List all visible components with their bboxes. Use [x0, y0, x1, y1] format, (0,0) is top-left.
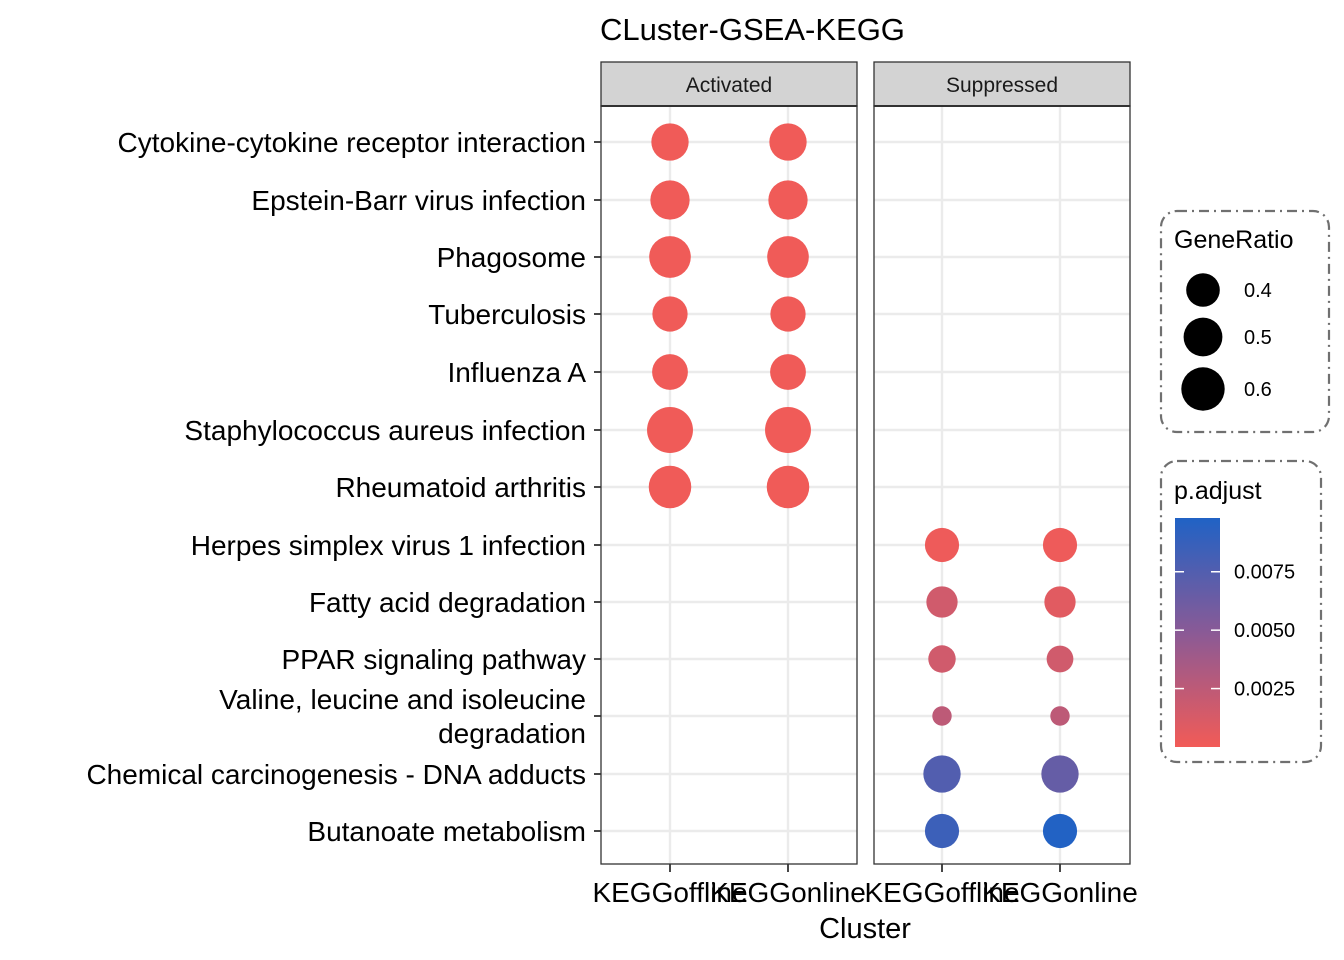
point-keggoffline-fatty-acid-degradation	[926, 586, 958, 618]
y-tick-label: Cytokine-cytokine receptor interaction	[118, 127, 586, 158]
point-keggonline-rheumatoid-arthritis	[766, 465, 810, 509]
point-keggonline-tuberculosis	[770, 296, 806, 332]
y-tick-label: Phagosome	[437, 242, 586, 273]
size-legend-title: GeneRatio	[1174, 226, 1294, 254]
facet-strip-label: Suppressed	[946, 74, 1058, 97]
point-keggoffline-cytokine-cytokine-receptor-interaction	[651, 123, 689, 161]
size-legend: GeneRatio 0.4 0.5 0.6	[1159, 209, 1331, 434]
y-tick-label: PPAR signaling pathway	[281, 644, 586, 675]
size-legend-key	[1186, 273, 1220, 307]
size-legend-key	[1181, 367, 1225, 411]
point-keggonline-ppar-signaling-pathway	[1046, 645, 1074, 673]
point-keggoffline-chemical-carcinogenesis-dna-adducts	[923, 755, 961, 793]
x-axis: KEGGofflineKEGGonlineKEGGofflineKEGGonli…	[592, 864, 1138, 908]
y-axis: Cytokine-cytokine receptor interaction Ep…	[86, 127, 601, 847]
point-keggoffline-staphylococcus-aureus-infection	[647, 407, 693, 453]
y-tick-label: Influenza A	[447, 357, 586, 388]
x-tick-label: KEGGoffline	[592, 877, 747, 908]
x-tick-label: KEGGonline	[982, 877, 1138, 908]
y-tick-label: Herpes simplex virus 1 infection	[191, 530, 586, 561]
point-keggoffline-epstein-barr-virus-infection	[650, 180, 690, 220]
point-keggonline-epstein-barr-virus-infection	[768, 180, 808, 220]
facet-panels: Activated Suppressed	[600, 61, 1131, 865]
size-legend-label: 0.5	[1244, 327, 1272, 349]
panel-border	[873, 105, 1131, 865]
point-keggoffline-ppar-signaling-pathway	[928, 645, 956, 673]
point-keggoffline-phagosome	[649, 236, 691, 278]
point-keggonline-butanoate-metabolism	[1042, 813, 1078, 849]
point-keggonline-chemical-carcinogenesis-dna-adducts	[1041, 755, 1079, 793]
point-keggoffline-valine-leucine-and-isoleucine-degradation	[932, 706, 952, 726]
y-tick-label: Tuberculosis	[428, 299, 586, 330]
point-keggoffline-influenza-a	[652, 354, 688, 390]
point-keggonline-herpes-simplex-virus-1-infection	[1042, 527, 1078, 563]
x-axis-title: Cluster	[819, 913, 911, 945]
size-legend-label: 0.4	[1244, 280, 1272, 302]
facet-strip	[600, 61, 858, 107]
y-tick-label: Rheumatoid arthritis	[335, 472, 586, 503]
color-legend-title: p.adjust	[1174, 477, 1262, 505]
y-tick-label: Chemical carcinogenesis - DNA adducts	[86, 759, 586, 790]
chart-title: CLuster-GSEA-KEGG	[600, 12, 905, 47]
y-tick-label: Butanoate metabolism	[307, 816, 586, 847]
color-legend: p.adjust 0.0025 0.0050 0.0075	[1159, 459, 1323, 764]
point-keggonline-phagosome	[767, 236, 809, 278]
panel-border	[600, 105, 858, 865]
point-keggonline-influenza-a	[770, 354, 806, 390]
point-keggoffline-tuberculosis	[652, 296, 688, 332]
point-keggonline-valine-leucine-and-isoleucine-degradation	[1050, 706, 1070, 726]
color-legend-label: 0.0050	[1234, 620, 1295, 642]
size-legend-box	[1159, 209, 1331, 434]
point-keggoffline-herpes-simplex-virus-1-infection	[924, 527, 960, 563]
point-keggoffline-butanoate-metabolism	[924, 813, 960, 849]
y-tick-label: Epstein-Barr virus infection	[251, 185, 586, 216]
size-legend-label: 0.6	[1244, 379, 1272, 401]
point-keggonline-cytokine-cytokine-receptor-interaction	[769, 123, 807, 161]
color-legend-label: 0.0075	[1234, 562, 1295, 584]
panel-background	[874, 106, 1130, 864]
facet-strip-label: Activated	[686, 74, 772, 97]
color-legend-label: 0.0025	[1234, 679, 1295, 701]
x-tick-label: KEGGonline	[710, 877, 866, 908]
point-keggoffline-rheumatoid-arthritis	[648, 465, 692, 509]
panel-background	[601, 106, 857, 864]
size-legend-key	[1183, 317, 1223, 357]
y-tick-label: Staphylococcus aureus infection	[184, 415, 586, 446]
y-tick-label: Fatty acid degradation	[309, 587, 586, 618]
facet-suppressed: Suppressed	[873, 61, 1131, 865]
y-tick-label: degradation	[438, 718, 586, 749]
point-keggonline-fatty-acid-degradation	[1044, 586, 1076, 618]
y-tick-label: Valine, leucine and isoleucine	[219, 684, 586, 715]
x-tick-label: KEGGoffline	[864, 877, 1019, 908]
point-keggonline-staphylococcus-aureus-infection	[765, 407, 811, 453]
color-legend-bar	[1175, 518, 1220, 747]
color-legend-box	[1159, 459, 1323, 764]
facet-strip	[873, 61, 1131, 107]
facet-activated: Activated	[600, 61, 858, 865]
